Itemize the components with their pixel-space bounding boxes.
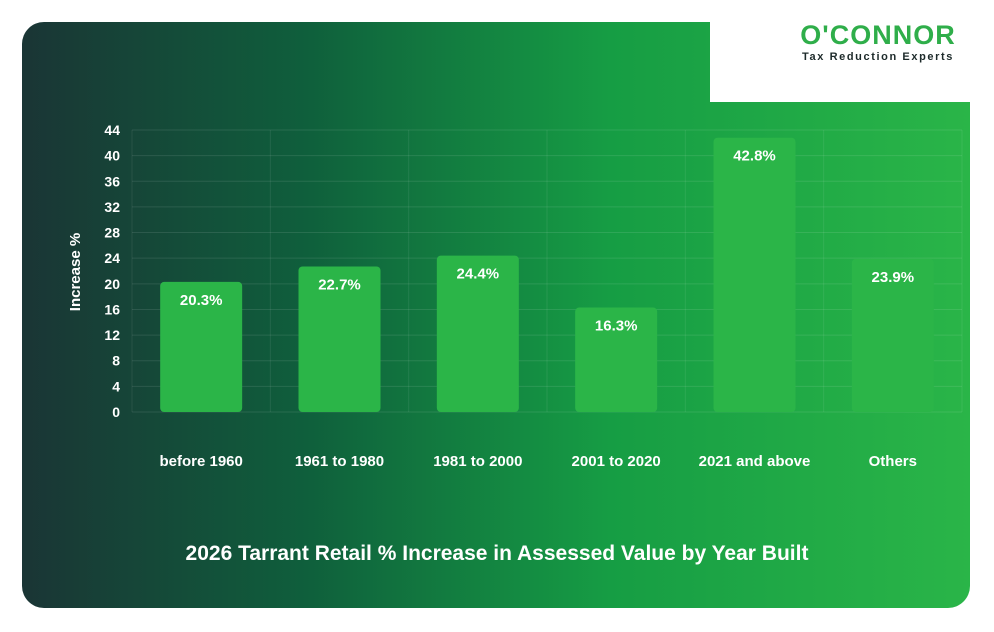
logo-notch-curve: [760, 22, 970, 100]
x-tick-label: 2021 and above: [699, 453, 811, 470]
bar-value-label: 22.7%: [318, 277, 361, 294]
y-tick-label: 28: [104, 225, 120, 241]
x-tick-label: 2001 to 2020: [572, 453, 661, 470]
y-tick-label: 8: [112, 353, 120, 369]
chart-title: 2026 Tarrant Retail % Increase in Assess…: [185, 542, 809, 565]
bar-0: [160, 281, 243, 412]
bar-1: [298, 266, 381, 412]
bar-4: [713, 137, 796, 412]
y-tick-label: 32: [104, 199, 120, 215]
y-tick-label: 12: [104, 327, 120, 343]
y-tick-label: 24: [104, 250, 120, 266]
y-tick-label: 20: [104, 276, 120, 292]
bar-value-label: 20.3%: [180, 292, 223, 309]
y-tick-label: 4: [112, 378, 120, 394]
bar-value-label: 24.4%: [457, 266, 500, 283]
bar-value-label: 16.3%: [595, 318, 638, 335]
x-tick-label: Others: [869, 453, 917, 470]
y-tick-label: 36: [104, 173, 120, 189]
brand-tagline: Tax Reduction Experts: [802, 51, 954, 63]
y-axis-label: Increase %: [67, 233, 84, 311]
bar-5: [851, 258, 934, 412]
y-tick-label: 16: [104, 301, 120, 317]
brand-name: O'CONNOR: [800, 20, 956, 50]
bar-2: [436, 255, 519, 412]
bar-value-label: 42.8%: [733, 148, 776, 165]
x-tick-label: before 1960: [159, 453, 242, 470]
x-tick-label: 1961 to 1980: [295, 453, 384, 470]
bar-3: [575, 307, 658, 412]
x-tick-label: 1981 to 2000: [433, 453, 522, 470]
bar-value-label: 23.9%: [872, 269, 915, 286]
y-tick-label: 40: [104, 148, 120, 164]
brand-logo: O'CONNOR Tax Reduction Experts: [788, 20, 968, 64]
y-tick-label: 44: [104, 122, 120, 138]
y-tick-label: 0: [112, 404, 120, 420]
